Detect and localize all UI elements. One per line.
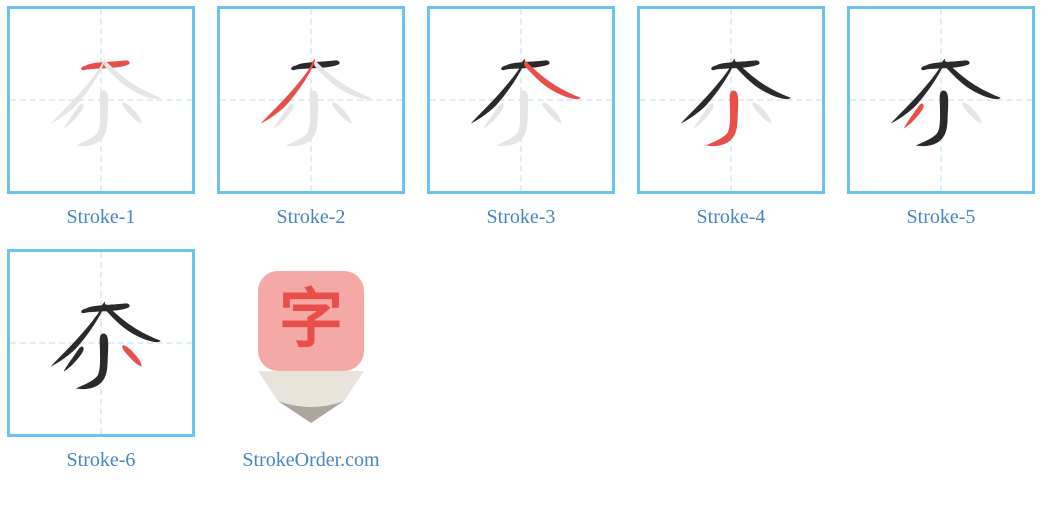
stroke-cell: Stroke-5: [846, 6, 1036, 229]
stroke-path: [332, 102, 351, 123]
stroke-tile: [7, 249, 195, 437]
stroke-caption[interactable]: Stroke-4: [697, 206, 766, 229]
stroke-path: [752, 102, 771, 123]
stroke-tile: [637, 6, 825, 194]
stroke-tile: [847, 6, 1035, 194]
stroke-cell: Stroke-2: [216, 6, 406, 229]
stroke-caption[interactable]: Stroke-5: [907, 206, 976, 229]
stroke-path: [122, 102, 141, 123]
stroke-path: [962, 102, 981, 123]
logo-caption[interactable]: StrokeOrder.com: [242, 449, 379, 472]
stroke-path: [542, 102, 561, 123]
stroke-cell: Stroke-4: [636, 6, 826, 229]
stroke-cell: Stroke-1: [6, 6, 196, 229]
stroke-caption[interactable]: Stroke-6: [67, 449, 136, 472]
logo-char: 字: [279, 284, 343, 355]
stroke-tile: [7, 6, 195, 194]
stroke-caption[interactable]: Stroke-3: [487, 206, 556, 229]
logo-cell: 字 StrokeOrder.com: [216, 249, 406, 472]
stroke-path: [122, 345, 141, 366]
stroke-caption[interactable]: Stroke-1: [67, 206, 136, 229]
stroke-caption[interactable]: Stroke-2: [277, 206, 346, 229]
site-logo: 字: [217, 249, 405, 437]
stroke-tile: [217, 6, 405, 194]
stroke-cell: Stroke-6: [6, 249, 196, 472]
stroke-cell: Stroke-3: [426, 6, 616, 229]
stroke-tile: [427, 6, 615, 194]
